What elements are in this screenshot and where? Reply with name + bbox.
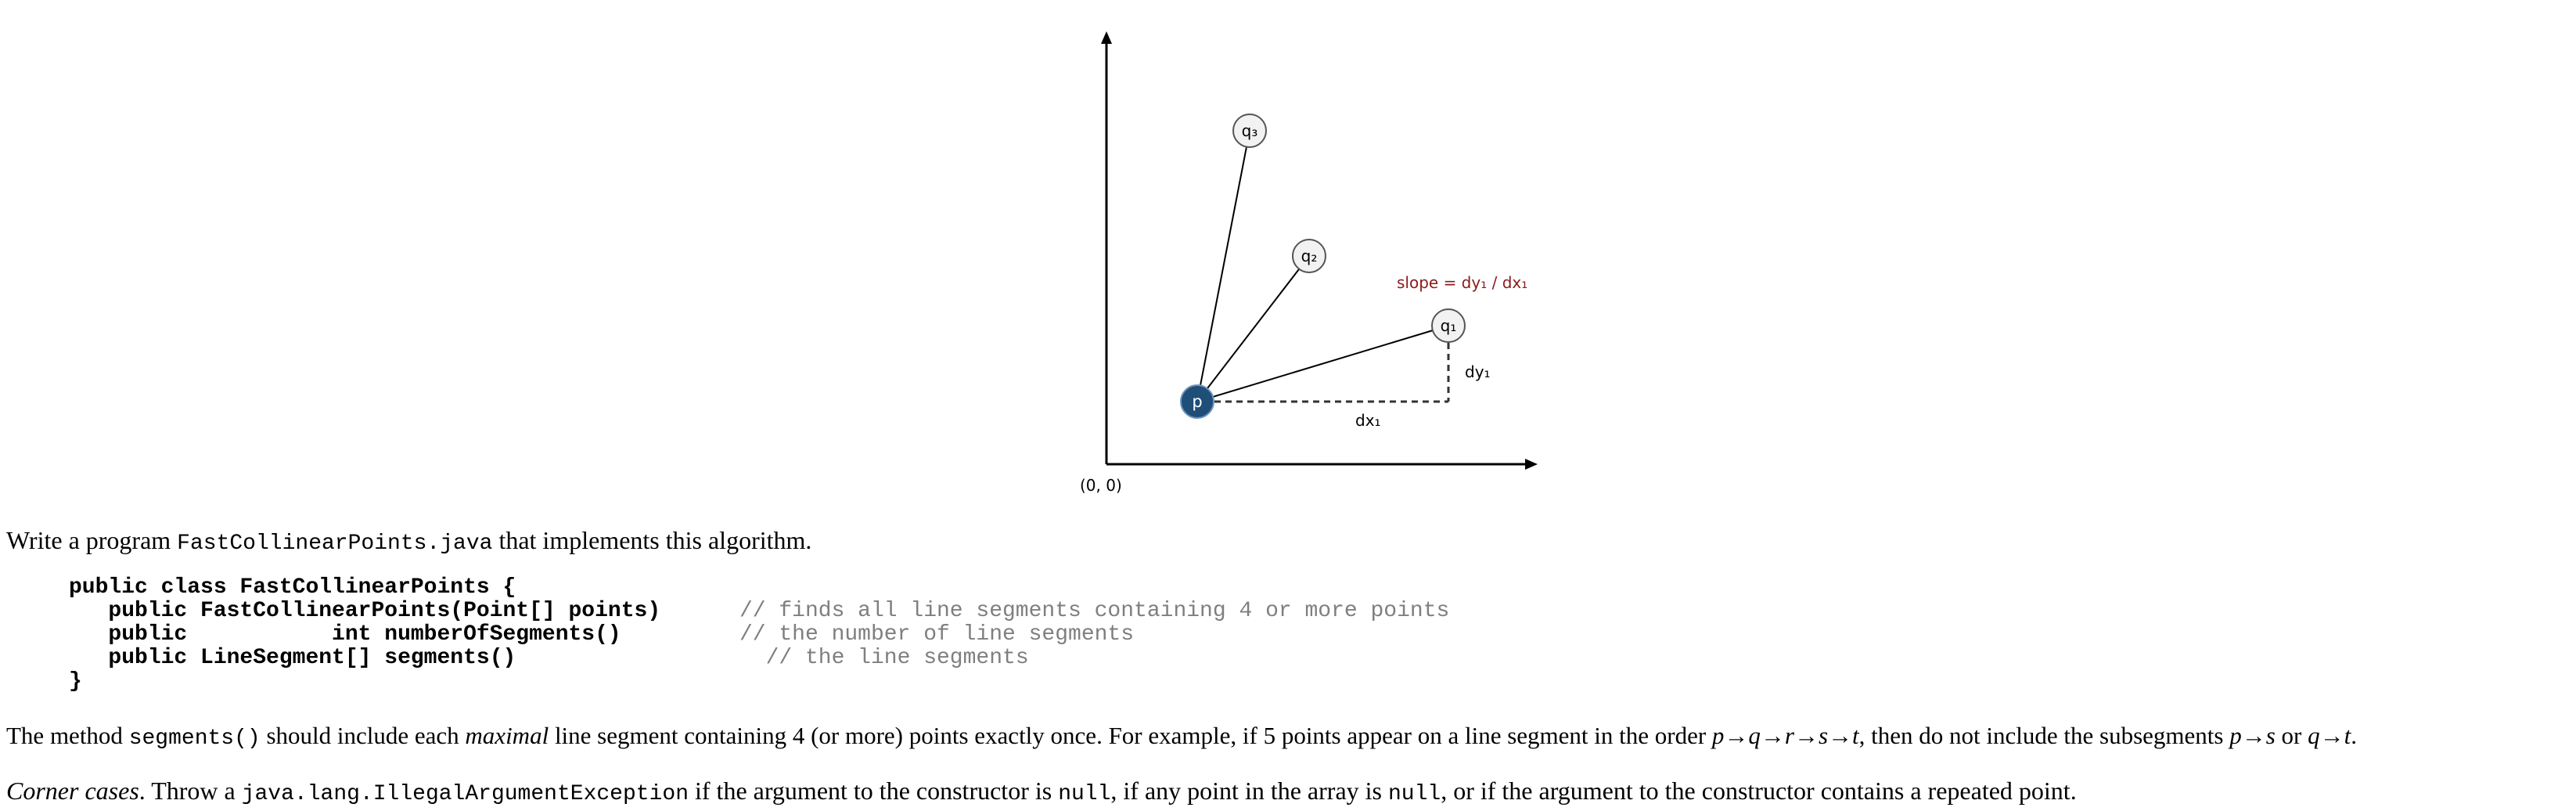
line-p-q2 [1196, 255, 1310, 402]
code-comment-number-of-segments: // the number of line segments [739, 622, 1135, 647]
line-p-q1 [1196, 325, 1449, 402]
svg-text:p: p [1192, 392, 1202, 411]
point-q3: q₃ [1232, 114, 1267, 148]
segments-paragraph: The method segments() should include eac… [6, 722, 2357, 751]
code-comment-constructor: // finds all line segments containing 4 … [739, 599, 1450, 623]
code-comment-segments: // the line segments [765, 646, 1029, 670]
filename: FastCollinearPoints.java [177, 532, 493, 556]
point-q1: q₁ [1431, 308, 1466, 343]
origin-label: (0, 0) [1080, 476, 1122, 495]
slope-diagram: (0, 0) q₃ q₂ q₁ p slope = dy₁ / dx₁ dy₁ … [1080, 31, 1538, 495]
corner-cases-paragraph: Corner cases. Throw a java.lang.IllegalA… [6, 777, 2077, 806]
intro-paragraph: Write a program FastCollinearPoints.java… [6, 526, 812, 556]
dx-label: dx₁ [1355, 411, 1381, 430]
api-code-block: public class FastCollinearPoints { publi… [69, 576, 1449, 694]
point-p: p [1180, 384, 1214, 419]
code-line-class: public class FastCollinearPoints { [69, 575, 516, 600]
code-line-number-of-segments: public int numberOfSegments() [69, 622, 621, 647]
line-p-q3 [1196, 130, 1250, 402]
x-axis-arrow-icon [1525, 459, 1538, 470]
slope-label: slope = dy₁ / dx₁ [1397, 273, 1527, 292]
code-line-segments: public LineSegment[] segments() [69, 646, 516, 670]
svg-text:q₁: q₁ [1441, 316, 1457, 335]
corner-cases-heading: Corner cases [6, 777, 139, 805]
y-axis-arrow-icon [1101, 31, 1112, 44]
dy-label: dy₁ [1465, 362, 1491, 381]
code-line-close: } [69, 669, 82, 694]
point-q2: q₂ [1292, 239, 1326, 273]
svg-text:q₂: q₂ [1301, 247, 1318, 265]
svg-text:q₃: q₃ [1242, 121, 1258, 140]
code-line-constructor: public FastCollinearPoints(Point[] point… [69, 599, 661, 623]
